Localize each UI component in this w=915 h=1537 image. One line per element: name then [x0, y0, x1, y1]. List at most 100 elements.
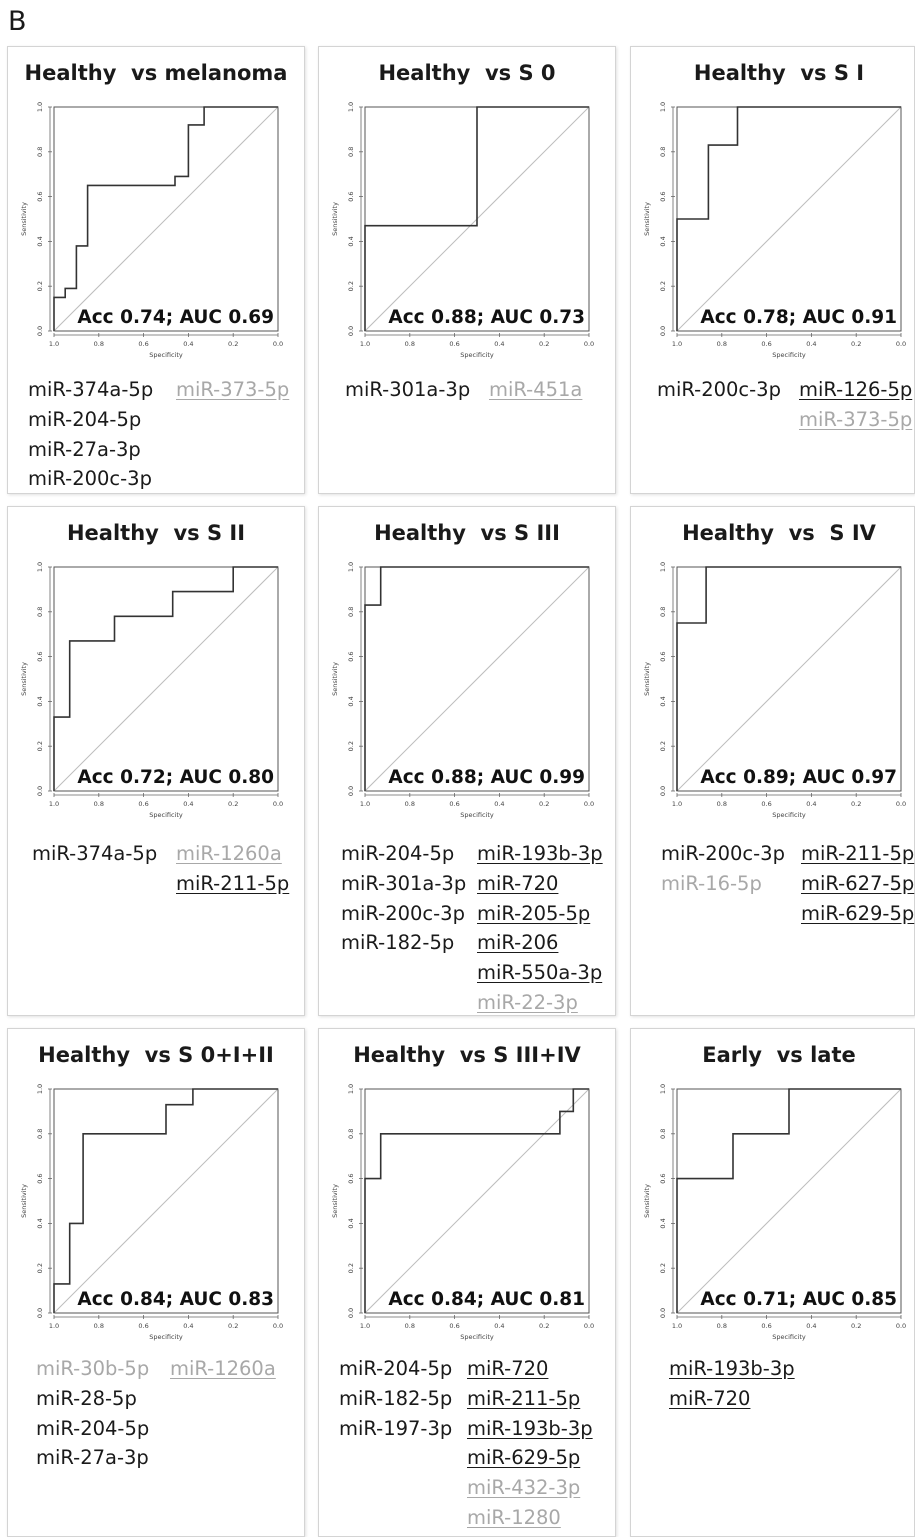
x-tick-label: 0.6 — [761, 1322, 771, 1330]
x-tick-label: 0.6 — [138, 1322, 148, 1330]
x-tick-label: 0.2 — [228, 800, 238, 808]
y-tick-label: 0.2 — [659, 741, 667, 751]
panel-title: Healthy vs S I — [693, 61, 865, 85]
mirna-label: miR-432-3p — [467, 1476, 581, 1500]
mirna-label: miR-627-5p — [801, 871, 915, 895]
roc-chart: 1.0 0.8 0.6 0.4 0.2 0.0 Specificity 0.0 0.2 0.4 0.… — [331, 102, 594, 359]
roc-panel-healthy-vs-sii: Healthy vs S II 1.0 0.8 0.6 0.4 0.2 0.0 Specif… — [7, 506, 305, 1016]
x-tick-label: 0.6 — [138, 340, 148, 348]
mirna-label: miR-1280 — [467, 1506, 561, 1529]
reference-diagonal — [53, 566, 279, 792]
x-tick-label: 1.0 — [360, 800, 370, 808]
y-tick-label: 1.0 — [659, 1084, 667, 1094]
mirna-list: miR-374a-5p miR-373-5p miR-204-5p miR-27a-3… — [8, 47, 304, 493]
mirna-list: miR-30b-5p miR-1260a miR-28-5p miR-204-5p mi… — [8, 1029, 304, 1536]
x-axis-label: Specificity — [149, 811, 183, 819]
panel-title: Healthy vs S IV — [682, 521, 876, 545]
mirna-label: miR-16-5p — [661, 871, 762, 895]
x-tick-label: 0.4 — [806, 800, 816, 808]
mirna-label: miR-720 — [669, 1386, 751, 1410]
roc-panel-healthy-vs-s0: Healthy vs S 0 1.0 0.8 0.6 0.4 0.2 0.0 Specifi… — [318, 46, 616, 494]
mirna-list: miR-374a-5p miR-1260a miR-211-5p — [8, 507, 304, 1015]
y-tick-label: 0.4 — [36, 236, 44, 246]
x-tick-label: 0.8 — [94, 1322, 104, 1330]
accuracy-auc-label: Acc 0.71; AUC 0.85 — [700, 1289, 897, 1310]
y-tick-label: 0.2 — [659, 1263, 667, 1273]
x-tick-label: 0.4 — [183, 1322, 193, 1330]
panel-title: Healthy vs S II — [66, 521, 246, 545]
y-tick-label: 0.2 — [347, 281, 355, 291]
x-tick-label: 0.6 — [138, 800, 148, 808]
x-tick-label: 0.8 — [405, 340, 415, 348]
x-tick-label: 0.4 — [494, 340, 504, 348]
y-tick-label: 1.0 — [36, 1084, 44, 1094]
mirna-label: miR-200c-3p — [661, 842, 785, 865]
y-axis-label: Sensitivity — [643, 1184, 651, 1218]
mirna-label: miR-28-5p — [36, 1386, 137, 1410]
y-tick-label: 0.0 — [347, 786, 355, 796]
y-tick-label: 0.8 — [659, 607, 667, 617]
y-axis-label: Sensitivity — [20, 662, 28, 696]
x-tick-label: 0.6 — [449, 800, 459, 808]
x-tick-label: 1.0 — [672, 1322, 682, 1330]
mirna-label: miR-22-3p — [477, 991, 578, 1014]
reference-diagonal — [53, 106, 279, 332]
roc-curve — [53, 106, 278, 331]
roc-panel-healthy-vs-s0-i-ii: Healthy vs S 0+I+II 1.0 0.8 0.6 0.4 0.2 0.0 Sp… — [7, 1028, 305, 1537]
mirna-label: miR-550a-3p — [477, 961, 603, 985]
x-tick-label: 0.0 — [273, 340, 283, 348]
x-tick-label: 1.0 — [360, 340, 370, 348]
mirna-label: miR-451a — [489, 378, 583, 401]
x-tick-label: 0.8 — [405, 1322, 415, 1330]
x-tick-label: 1.0 — [49, 1322, 59, 1330]
y-tick-label: 0.8 — [36, 607, 44, 617]
mirna-label: miR-193b-3p — [477, 842, 603, 865]
x-tick-label: 0.0 — [273, 1322, 283, 1330]
y-tick-label: 0.4 — [659, 236, 667, 246]
y-tick-label: 0.2 — [659, 281, 667, 291]
reference-diagonal — [364, 566, 590, 792]
x-tick-label: 0.0 — [896, 800, 906, 808]
roc-chart: 1.0 0.8 0.6 0.4 0.2 0.0 Specificity 0.0 0.2 0.4 0.… — [643, 562, 906, 819]
mirna-list: miR-193b-3p miR-720 — [631, 1029, 914, 1536]
reference-diagonal — [364, 1088, 590, 1314]
y-tick-label: 0.4 — [36, 1218, 44, 1228]
panel-title: Healthy vs S III — [374, 521, 560, 545]
x-tick-label: 0.2 — [539, 800, 549, 808]
x-tick-label: 0.6 — [761, 340, 771, 348]
y-tick-label: 0.6 — [347, 191, 355, 201]
y-tick-label: 0.0 — [347, 1308, 355, 1318]
y-axis-label: Sensitivity — [20, 1184, 28, 1218]
mirna-label: miR-197-3p — [339, 1416, 453, 1440]
x-tick-label: 1.0 — [672, 340, 682, 348]
y-tick-label: 0.6 — [36, 1173, 44, 1183]
mirna-label: miR-204-5p — [339, 1357, 453, 1380]
mirna-label: miR-1260a — [170, 1357, 276, 1380]
mirna-label: miR-211-5p — [801, 842, 915, 865]
x-tick-label: 0.2 — [228, 340, 238, 348]
mirna-label: miR-182-5p — [339, 1386, 453, 1410]
y-axis-label: Sensitivity — [331, 202, 339, 236]
figure-panel-label: B — [8, 6, 27, 37]
roc-curve — [676, 1088, 901, 1313]
y-tick-label: 1.0 — [659, 102, 667, 112]
y-tick-label: 1.0 — [36, 562, 44, 572]
x-axis-label: Specificity — [149, 1333, 183, 1341]
y-tick-label: 0.0 — [659, 326, 667, 336]
y-axis-label: Sensitivity — [643, 662, 651, 696]
mirna-label: miR-301a-3p — [341, 871, 467, 895]
roc-panel-healthy-vs-siv: Healthy vs S IV 1.0 0.8 0.6 0.4 0.2 0.0 Specif… — [630, 506, 915, 1016]
y-tick-label: 0.8 — [659, 1129, 667, 1139]
x-tick-label: 0.6 — [449, 1322, 459, 1330]
mirna-label: miR-204-5p — [341, 842, 455, 865]
y-tick-label: 0.0 — [347, 326, 355, 336]
y-tick-label: 0.6 — [36, 191, 44, 201]
roc-panel-healthy-vs-siii: Healthy vs S III 1.0 0.8 0.6 0.4 0.2 0.0 Speci… — [318, 506, 616, 1016]
y-tick-label: 0.6 — [659, 1173, 667, 1183]
y-tick-label: 0.2 — [347, 1263, 355, 1273]
y-tick-label: 1.0 — [347, 1084, 355, 1094]
y-tick-label: 1.0 — [347, 562, 355, 572]
x-tick-label: 0.2 — [851, 800, 861, 808]
mirna-label: miR-204-5p — [36, 1416, 150, 1440]
mirna-label: miR-200c-3p — [28, 467, 152, 491]
